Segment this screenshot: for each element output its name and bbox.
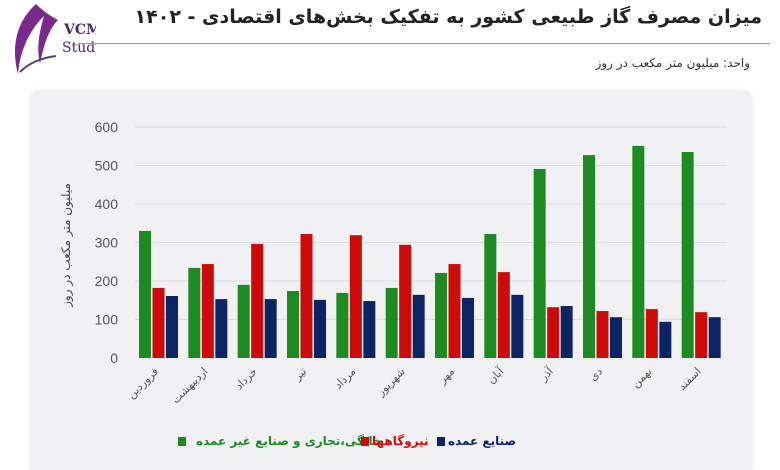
x-tick-label: آذر xyxy=(536,364,557,385)
bar-0-9 xyxy=(583,155,595,358)
bar-1-4 xyxy=(349,235,362,358)
bar-1-10 xyxy=(645,309,658,358)
bar-1-11 xyxy=(695,312,708,358)
bar-0-3 xyxy=(287,291,299,358)
legend-label-2: صنایع عمده xyxy=(448,434,516,448)
bar-1-6 xyxy=(448,264,461,358)
bar-0-10 xyxy=(632,145,645,358)
legend-swatch-0 xyxy=(178,437,186,446)
bar-1-7 xyxy=(497,272,510,358)
svg-text:Study: Study xyxy=(62,40,96,56)
bar-1-1 xyxy=(201,264,214,358)
x-tick-label: خرداد xyxy=(232,365,259,392)
legend-swatch-2 xyxy=(437,437,445,446)
bar-2-6 xyxy=(462,297,474,358)
bar-2-7 xyxy=(511,294,524,358)
bar-1-0 xyxy=(152,287,165,358)
bar-1-5 xyxy=(399,244,412,358)
bar-2-10 xyxy=(659,321,672,358)
svg-text:VCM: VCM xyxy=(63,22,96,38)
x-tick-label: اردیبهشت xyxy=(169,365,210,406)
x-tick-label: فروردین xyxy=(125,365,161,401)
y-tick-label: 300 xyxy=(95,235,119,251)
bar-0-7 xyxy=(484,234,497,358)
bar-0-1 xyxy=(188,267,201,358)
legend-label-1: نیروگاهها xyxy=(372,434,429,449)
x-tick-label: شهریور xyxy=(374,365,408,399)
page-title: میزان مصرف گاز طبیعی کشور به تفکیک بخش‌ه… xyxy=(134,6,762,28)
bar-2-5 xyxy=(412,294,425,358)
bar-1-2 xyxy=(251,244,264,358)
bar-0-11 xyxy=(681,152,694,358)
unit-label: واحد: میلیون متر مکعب در روز xyxy=(595,56,750,70)
x-tick-label: اسفند xyxy=(676,365,704,393)
bar-0-8 xyxy=(533,168,546,358)
x-tick-label: مرداد xyxy=(332,365,359,392)
title-divider xyxy=(78,43,770,44)
bar-0-0 xyxy=(139,230,151,358)
bar-2-3 xyxy=(314,299,326,358)
y-tick-label: 100 xyxy=(95,312,119,328)
bar-2-2 xyxy=(264,299,277,358)
bar-0-5 xyxy=(385,287,398,358)
bar-0-2 xyxy=(237,284,250,358)
bar-2-1 xyxy=(215,299,228,358)
bar-0-6 xyxy=(435,272,447,358)
bar-2-11 xyxy=(708,317,721,358)
bar-2-0 xyxy=(166,296,178,358)
bar-0-4 xyxy=(336,292,349,358)
bar-2-8 xyxy=(560,306,573,358)
y-tick-label: 400 xyxy=(95,196,119,212)
bar-1-3 xyxy=(300,234,313,358)
bar-2-4 xyxy=(363,301,376,358)
x-tick-label: دی xyxy=(586,365,605,384)
x-tick-label: مهر xyxy=(435,365,457,387)
y-axis-title: میلیون متر مکعب در روز xyxy=(59,183,74,308)
vcm-study-logo: VCM Study xyxy=(6,2,103,78)
y-tick-label: 600 xyxy=(95,119,119,135)
legend-swatch-1 xyxy=(361,437,369,446)
legend-label-0: خانگی،تجاری و صنایع غیر عمده xyxy=(196,434,382,449)
x-tick-label: آبان xyxy=(484,364,507,387)
bar-1-8 xyxy=(547,307,560,358)
x-tick-label: بهمن xyxy=(629,365,654,390)
bar-2-9 xyxy=(610,317,622,358)
y-tick-label: 500 xyxy=(95,158,119,174)
y-tick-label: 200 xyxy=(95,273,119,289)
y-tick-label: 0 xyxy=(110,350,118,366)
bar-1-9 xyxy=(596,311,609,358)
x-tick-label: تیر xyxy=(290,365,309,384)
